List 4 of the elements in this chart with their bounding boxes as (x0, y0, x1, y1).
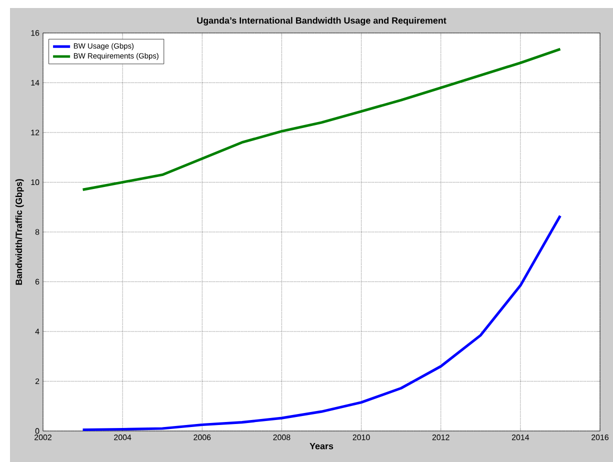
line-series (81, 214, 562, 431)
x-axis-title: Years (310, 442, 334, 450)
chart-title: Uganda’s International Bandwidth Usage and Requirement (197, 17, 446, 26)
y-axis-title: Bandwidth/Traffic (Gbps) (15, 179, 24, 285)
